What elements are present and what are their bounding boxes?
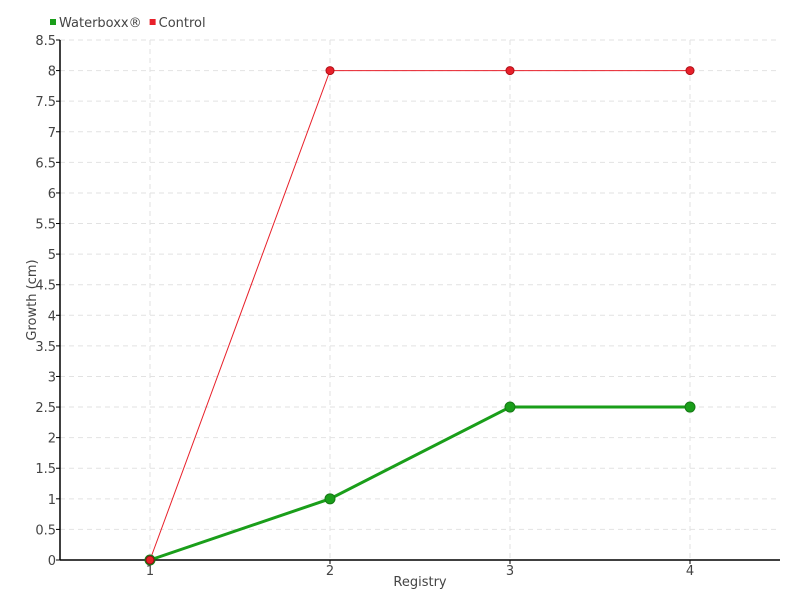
legend-swatch bbox=[50, 19, 56, 25]
y-tick-label: 3 bbox=[48, 370, 56, 385]
y-tick-label: 5 bbox=[48, 248, 56, 263]
series-line-waterboxx bbox=[149, 405, 690, 562]
y-tick-label: 4.5 bbox=[35, 279, 56, 294]
data-point bbox=[324, 493, 336, 505]
data-point bbox=[505, 66, 515, 76]
y-tick-label: 5.5 bbox=[35, 218, 56, 233]
y-tick-label: 8.5 bbox=[35, 34, 56, 49]
y-tick-label: 7 bbox=[48, 126, 56, 141]
legend-label: Control bbox=[159, 16, 206, 31]
legend-swatch bbox=[149, 19, 156, 25]
y-tick-label: 7.5 bbox=[35, 95, 56, 110]
x-axis-label: Registry bbox=[393, 575, 447, 590]
y-tick-label: 6.5 bbox=[35, 156, 56, 171]
data-point bbox=[504, 401, 516, 413]
y-tick-label: 2 bbox=[48, 432, 56, 447]
data-point bbox=[684, 401, 696, 413]
y-tick-label: 3.5 bbox=[35, 340, 56, 355]
series-line-control bbox=[149, 70, 690, 561]
data-point bbox=[685, 66, 695, 76]
legend-label: Waterboxx® bbox=[59, 16, 142, 31]
y-axis-label: Growth (cm) bbox=[25, 259, 40, 340]
y-tick-label: 1 bbox=[48, 493, 56, 508]
axes: 0 0.5 1 1.5 2 2.5 3 3.5 4 4.5 5 5.5 6 6.5 7 7.5 8 8.5 1 2 3 4 bbox=[35, 34, 780, 579]
y-tick-label: 4 bbox=[48, 309, 56, 324]
series bbox=[144, 66, 696, 566]
x-tick-label: 3 bbox=[506, 564, 514, 579]
grid bbox=[60, 39, 780, 561]
y-tick-label: 8 bbox=[48, 65, 56, 80]
legend: Waterboxx® Control bbox=[50, 16, 206, 31]
y-tick-label: 0 bbox=[48, 554, 56, 569]
x-tick-label: 1 bbox=[146, 564, 154, 579]
y-tick-label: 2.5 bbox=[35, 401, 56, 416]
data-point bbox=[325, 66, 335, 76]
y-tick-label: 1.5 bbox=[35, 462, 56, 477]
x-tick-label: 4 bbox=[686, 564, 694, 579]
x-tick-label: 2 bbox=[326, 564, 334, 579]
y-tick-label: 6 bbox=[48, 187, 56, 202]
y-tick-label: 0.5 bbox=[35, 523, 56, 538]
data-point bbox=[145, 555, 155, 565]
